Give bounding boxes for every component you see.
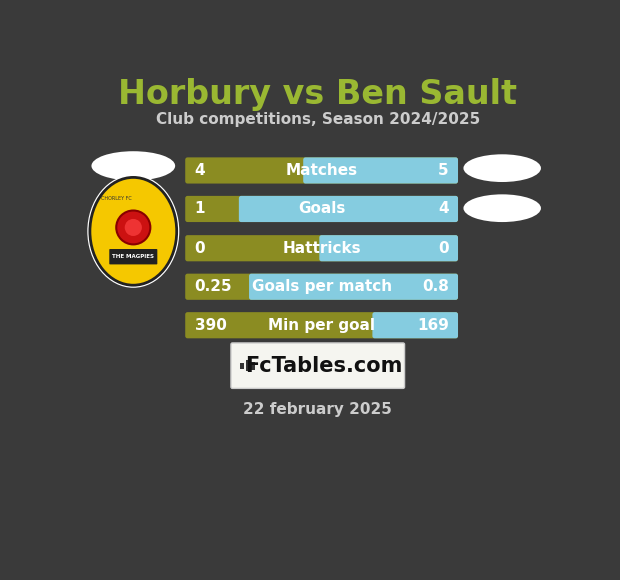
- Text: Club competitions, Season 2024/2025: Club competitions, Season 2024/2025: [156, 112, 480, 127]
- Text: FcTables.com: FcTables.com: [246, 356, 402, 376]
- FancyBboxPatch shape: [185, 196, 458, 222]
- Text: 169: 169: [417, 318, 449, 333]
- FancyBboxPatch shape: [231, 343, 404, 389]
- FancyBboxPatch shape: [249, 274, 458, 300]
- Text: 1: 1: [195, 201, 205, 216]
- Text: 0.25: 0.25: [195, 279, 232, 294]
- FancyBboxPatch shape: [185, 157, 458, 183]
- Text: Horbury vs Ben Sault: Horbury vs Ben Sault: [118, 78, 517, 111]
- Text: Hattricks: Hattricks: [282, 241, 361, 256]
- Ellipse shape: [463, 154, 541, 182]
- Text: CHORLEY FC: CHORLEY FC: [101, 197, 131, 201]
- FancyBboxPatch shape: [241, 362, 244, 369]
- FancyBboxPatch shape: [109, 249, 157, 264]
- FancyBboxPatch shape: [319, 235, 458, 262]
- Text: Matches: Matches: [286, 163, 358, 178]
- Text: THE MAGPIES: THE MAGPIES: [112, 254, 154, 259]
- Ellipse shape: [463, 194, 541, 222]
- Text: 0: 0: [195, 241, 205, 256]
- Ellipse shape: [90, 177, 177, 285]
- FancyBboxPatch shape: [185, 274, 458, 300]
- FancyBboxPatch shape: [185, 235, 458, 262]
- FancyBboxPatch shape: [251, 362, 255, 369]
- Text: 22 february 2025: 22 february 2025: [243, 403, 392, 418]
- FancyBboxPatch shape: [185, 312, 458, 338]
- Circle shape: [117, 211, 151, 244]
- FancyBboxPatch shape: [246, 360, 249, 371]
- Text: Goals: Goals: [298, 201, 345, 216]
- FancyBboxPatch shape: [303, 157, 458, 183]
- Circle shape: [124, 218, 143, 237]
- Text: 390: 390: [195, 318, 226, 333]
- FancyBboxPatch shape: [239, 196, 458, 222]
- Ellipse shape: [89, 176, 179, 287]
- Text: Goals per match: Goals per match: [252, 279, 392, 294]
- Text: 5: 5: [438, 163, 449, 178]
- Text: 4: 4: [438, 201, 449, 216]
- Text: 4: 4: [195, 163, 205, 178]
- Text: 0: 0: [438, 241, 449, 256]
- Text: Min per goal: Min per goal: [268, 318, 375, 333]
- FancyBboxPatch shape: [373, 312, 458, 338]
- Text: 0.8: 0.8: [422, 279, 449, 294]
- Ellipse shape: [92, 151, 175, 180]
